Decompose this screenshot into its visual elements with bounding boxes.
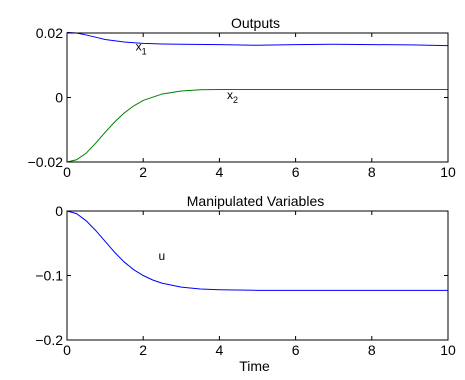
plot-title: Manipulated Variables [187, 193, 325, 209]
x-tick-label: 10 [440, 164, 456, 180]
plot-title: Outputs [231, 15, 280, 31]
y-tick-label: −0.1 [35, 268, 63, 284]
series-annotation: x1 [136, 40, 147, 57]
x-tick-label: 8 [368, 342, 376, 358]
x-tick-label: 6 [292, 164, 300, 180]
series-line-1-2 [66, 88, 448, 163]
x-tick-label: 0 [63, 342, 71, 358]
y-tick-label: 0 [55, 203, 63, 219]
x-tick-label: 0 [63, 164, 71, 180]
axes-frame [66, 32, 449, 163]
series-annotation-subscript: 2 [233, 95, 238, 105]
x-tick-label: 8 [368, 164, 376, 180]
y-tick-label: 0.02 [36, 25, 63, 41]
x-axis-label: Time [239, 358, 270, 374]
x-tick-label: 4 [216, 164, 224, 180]
y-tick-label: 0 [55, 90, 63, 106]
x-tick-label: 10 [440, 342, 456, 358]
x-tick-label: 6 [292, 342, 300, 358]
x-tick-label: 2 [139, 164, 147, 180]
series-annotation: x2 [227, 88, 238, 105]
series-line-2-1 [66, 210, 448, 291]
axes-frame [66, 210, 449, 341]
series-line-1-1 [66, 31, 449, 47]
x-tick-label: 4 [216, 342, 224, 358]
subplot-2: 0 2 4 6 8 10 −0.2 −0.1 0 Manipulated Variables Tim… [35, 193, 456, 374]
y-tick-label: −0.02 [28, 154, 64, 170]
series-annotation-subscript: 1 [142, 47, 147, 57]
series-annotation: u [158, 249, 165, 263]
y-tick-label: −0.2 [35, 332, 63, 348]
x-tick-label: 2 [139, 342, 147, 358]
